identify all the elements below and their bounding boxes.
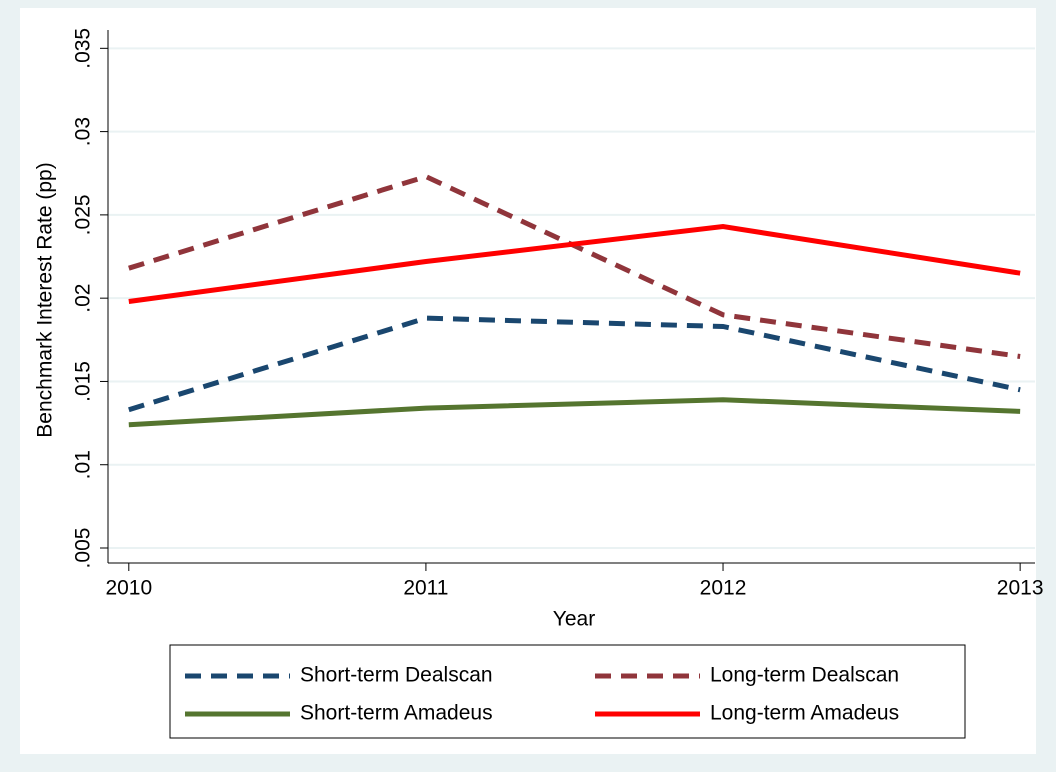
y-tick-label: .025 — [72, 194, 95, 235]
x-axis-label: Year — [553, 608, 595, 631]
y-tick-label: .02 — [72, 284, 95, 313]
legend-label: Short-term Amadeus — [300, 702, 493, 725]
x-tick-label: 2013 — [997, 577, 1044, 600]
legend-label: Short-term Dealscan — [300, 664, 493, 687]
y-tick-label: .035 — [72, 28, 95, 69]
series-line — [128, 224, 1021, 304]
y-tick-label: .005 — [72, 528, 95, 569]
y-tick-label: .03 — [72, 117, 95, 146]
series-line — [128, 315, 1021, 413]
y-tick-label: .015 — [72, 361, 95, 402]
legend-box — [169, 644, 966, 739]
y-tick-label: .01 — [72, 450, 95, 479]
series-line — [128, 397, 1021, 428]
legend-label: Long-term Dealscan — [710, 664, 899, 687]
legend-label: Long-term Amadeus — [710, 702, 899, 725]
x-tick-label: 2012 — [700, 577, 747, 600]
y-axis-label: Benchmark Interest Rate (pp) — [34, 162, 57, 437]
x-tick-label: 2011 — [403, 577, 448, 600]
x-tick-label: 2010 — [105, 577, 152, 600]
